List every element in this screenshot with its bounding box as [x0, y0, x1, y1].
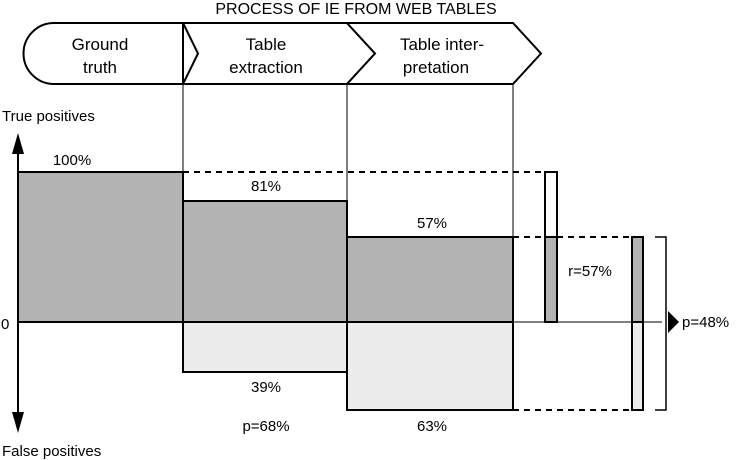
label-precision-final: p=48% — [682, 314, 729, 331]
label-recall: r=57% — [568, 263, 612, 280]
bar-false-table-extraction — [182, 321, 348, 373]
precision-fill — [631, 236, 644, 323]
stage-table-extraction-line-1: Table — [246, 35, 287, 54]
bar-true-table-interpretation — [346, 236, 514, 323]
label-true-57: 57% — [417, 215, 447, 232]
label-precision-extraction: p=68% — [242, 418, 289, 435]
label-false-63: 63% — [417, 418, 447, 435]
stage-table-extraction-line-2: extraction — [229, 58, 303, 77]
axis-arrow-down-icon — [12, 412, 24, 433]
label-false-39: 39% — [251, 379, 281, 396]
axis-arrow-up-icon — [12, 133, 24, 154]
stage-table-interpretation-line-1: Table inter- — [400, 35, 484, 54]
stage-ground-truth-shape — [22, 22, 184, 85]
bar-false-table-interpretation — [346, 321, 514, 411]
stage-ground-truth-line-2: truth — [83, 58, 117, 77]
axis-true-positives-label: True positives — [2, 108, 95, 125]
label-true-100: 100% — [53, 152, 91, 169]
diagram-title: PROCESS OF IE FROM WEB TABLES — [215, 1, 496, 18]
axis-zero-label: 0 — [1, 316, 9, 333]
bar-true-ground-truth — [17, 171, 184, 323]
bar-true-table-extraction — [182, 200, 348, 323]
precision-bracket — [655, 236, 667, 411]
stage-ground-truth-line-1: Ground — [72, 35, 129, 54]
precision-pointer-icon — [668, 311, 679, 333]
stage-table-interpretation-line-2: pretation — [403, 58, 469, 77]
axis-false-positives-label: False positives — [2, 443, 101, 460]
label-true-81: 81% — [251, 178, 281, 195]
recall-fill — [544, 236, 558, 323]
